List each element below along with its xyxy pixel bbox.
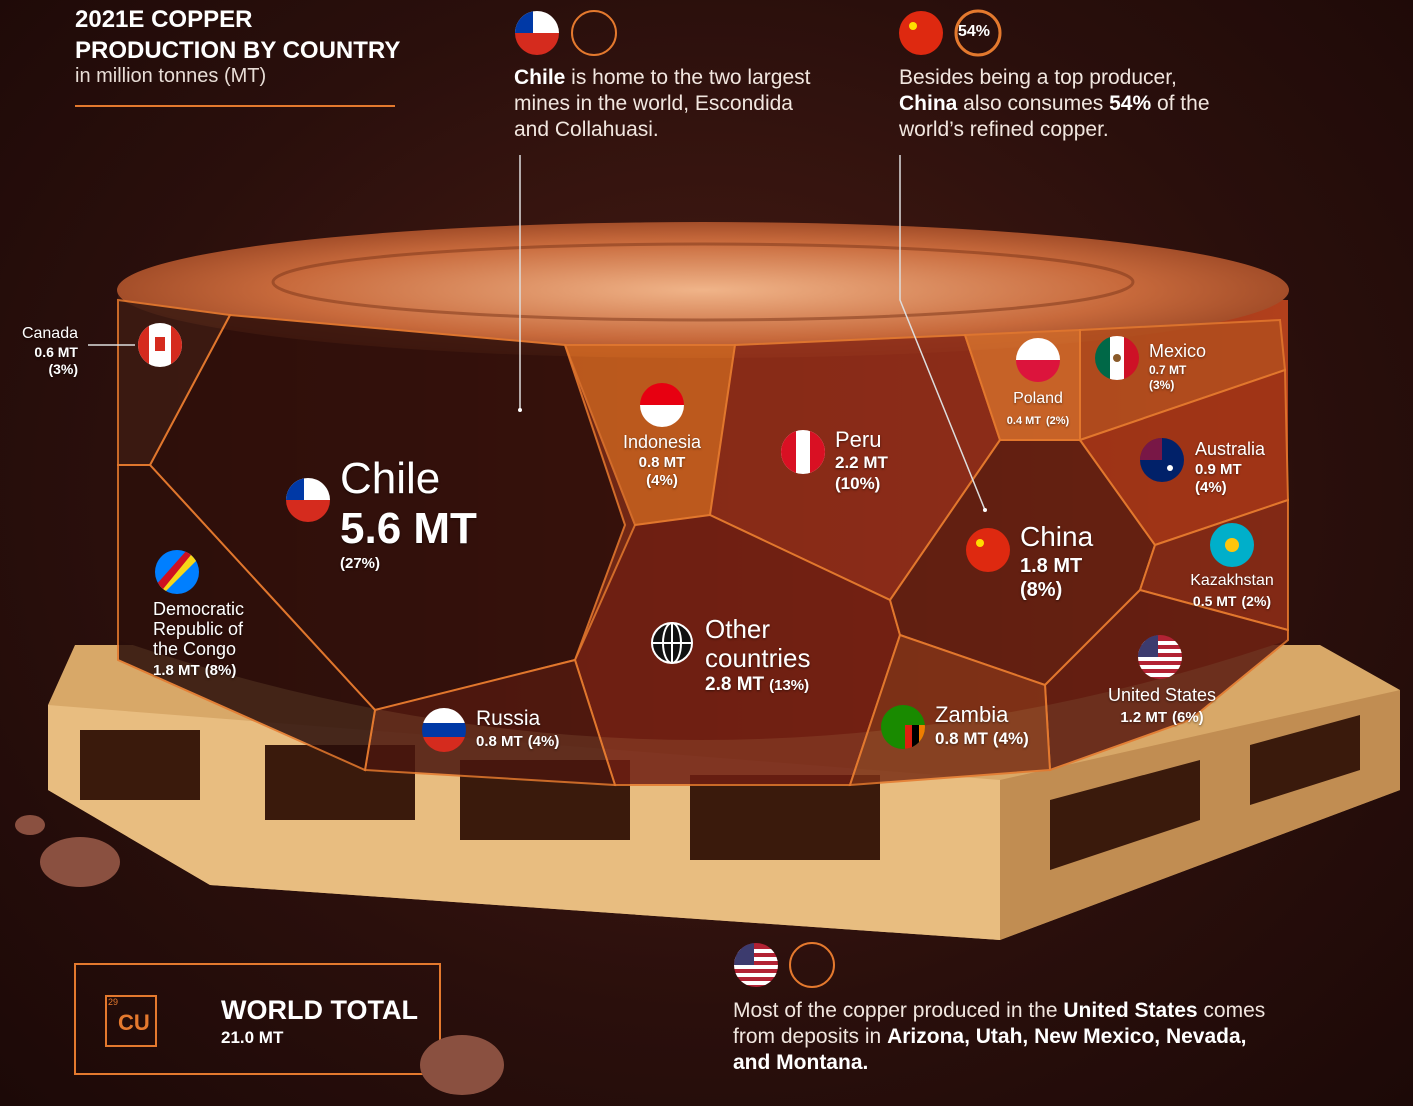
country-label: Democratic Republic of the Congo 1.8 MT (8… [153, 599, 268, 680]
country-share: (2%) [1241, 592, 1272, 609]
country-share: (4%) [1195, 479, 1227, 497]
country-value: 2.2 MT [835, 453, 888, 473]
title: 2021E COPPER PRODUCTION BY COUNTRY [75, 4, 400, 66]
country-figures: 0.8 MT (4%) [935, 729, 1085, 749]
total-label: WORLD TOTAL [221, 995, 418, 1025]
country-value: 0.6 MT [34, 343, 78, 360]
country-value: 5.6 MT [340, 504, 477, 554]
country-value: 1.8 MT [153, 662, 200, 680]
callout-bold: United States [1063, 999, 1198, 1022]
country-name: Zambia [935, 702, 1009, 727]
callout-bold: Arizona, Utah, New Mexico, Nevada, and M… [733, 1025, 1247, 1074]
country-name: Russia [476, 707, 541, 730]
title-line: PRODUCTION BY COUNTRY [75, 37, 401, 64]
flags [138, 11, 1254, 987]
callout: Most of the copper produced in the Unite… [733, 998, 1273, 1076]
title-line: 2021E COPPER [75, 6, 253, 33]
country-label: Other countries 2.8 MT (13%) [705, 615, 845, 696]
callout-bold: 54% [1109, 92, 1152, 115]
country-share: (4%) [527, 733, 560, 751]
country-value: 0.7 MT [1149, 362, 1187, 377]
country-label: Australia 0.9 MT (4%) [1195, 439, 1295, 497]
country-value: 0.8 MT [638, 453, 686, 471]
country-value: 0.5 MT [1192, 592, 1237, 609]
country-label: Peru 2.2 MT (10%) [835, 427, 985, 494]
country-label: China 1.8 MT (8%) [1020, 521, 1170, 601]
country-name: Indonesia [622, 432, 702, 452]
country-name: Chile [340, 454, 441, 503]
country-label: Russia 0.8 MT (4%) [476, 707, 626, 751]
country-label: Kazakhstan 0.5 MT (2%) [1172, 572, 1292, 610]
atomic-number: 29 [108, 997, 119, 1007]
coil-top [117, 222, 1289, 358]
country-name: Peru [835, 427, 882, 452]
country-name: Other countries [705, 614, 811, 673]
callout: Besides being a top producer, China also… [899, 65, 1219, 143]
country-share: (3%) [1149, 377, 1175, 392]
country-value: 0.9 MT [1195, 460, 1242, 478]
country-name: Australia [1195, 439, 1266, 459]
country-label: Zambia 0.8 MT (4%) [935, 702, 1085, 749]
country-figures: 2.8 MT (13%) [705, 674, 845, 696]
callout-text: also consumes [957, 92, 1110, 115]
country-value: 0.8 MT [476, 733, 523, 751]
country-share: (10%) [835, 473, 881, 493]
country-share: (27%) [340, 554, 381, 572]
country-label: Canada 0.6 MT (3%) [0, 325, 78, 377]
callout-text: of the world’s refined copper. [899, 92, 1210, 141]
country-name: Kazakhstan [1190, 572, 1274, 589]
callout-text: Besides being a top producer, [899, 66, 1177, 89]
country-name: Poland [1013, 390, 1063, 407]
country-value: 1.2 MT [1120, 708, 1167, 726]
total-value: 21.0 MT [221, 1028, 284, 1047]
callout-bold: Chile [514, 66, 566, 89]
country-name: Canada [21, 325, 78, 342]
symbol: CU [118, 1010, 150, 1035]
country-share: (8%) [204, 662, 237, 680]
country-share: (13%) [769, 677, 810, 695]
country-share: (3%) [48, 360, 78, 377]
country-name: China [1020, 521, 1094, 552]
country-share: (8%) [1020, 578, 1063, 601]
country-figures: 0.8 MT (4%) [476, 733, 626, 751]
country-label: Poland 0.4 MT (2%) [978, 390, 1098, 428]
subtitle: in million tonnes (MT) [75, 65, 267, 87]
country-figures: 1.8 MT (8%) [153, 662, 268, 680]
callout-text: Most of the copper produced in the [733, 999, 1064, 1022]
country-label: Mexico 0.7 MT (3%) [1149, 341, 1249, 392]
country-share: (4%) [646, 472, 678, 490]
country-value: 1.8 MT [1020, 554, 1083, 577]
country-figures: 0.5 MT (2%) [1172, 593, 1292, 611]
country-name: Mexico [1149, 341, 1207, 361]
country-name: United States [1107, 685, 1217, 705]
country-name: Democratic Republic of the Congo [153, 599, 245, 659]
country-share: (2%) [1046, 414, 1070, 427]
callout-bold: China [899, 92, 958, 115]
country-value: 0.4 MT [1006, 414, 1041, 427]
callout-text: is home to the two largest mines in the … [514, 66, 811, 141]
country-value: 2.8 MT [705, 674, 765, 696]
badge: 54% [958, 23, 991, 40]
callout-text: comes from deposits in [733, 999, 1266, 1048]
country-label: Chile 5.6 MT (27%) [340, 454, 640, 572]
country-label: United States 1.2 MT (6%) [1082, 685, 1242, 727]
country-share: (4%) [992, 729, 1029, 749]
country-share: (6%) [1172, 708, 1204, 726]
callout: Chile is home to the two largest mines i… [514, 65, 814, 143]
country-label: Indonesia 0.8 MT (4%) [602, 432, 722, 490]
country-figures: 0.4 MT (2%) [978, 411, 1098, 429]
country-figures: 1.2 MT (6%) [1082, 709, 1242, 727]
country-value: 0.8 MT [935, 729, 988, 749]
